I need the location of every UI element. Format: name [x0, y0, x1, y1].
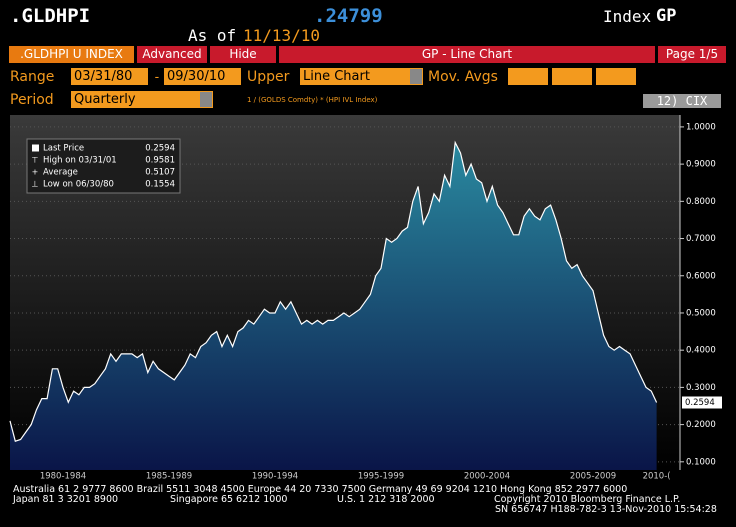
- legend-label: High on 03/31/01: [43, 156, 117, 166]
- x-tick-label: 1980-1984: [40, 472, 86, 482]
- y-tick-label: 0.6000: [686, 271, 716, 281]
- legend-box: Last Price 0.2594 ⊤ High on 03/31/01 0.9581 +…: [26, 138, 181, 194]
- advanced-tab[interactable]: Advanced: [137, 46, 207, 63]
- legend-frame: [26, 138, 181, 194]
- area: [10, 142, 657, 470]
- period-label: Period: [10, 92, 54, 108]
- legend-label: Last Price: [43, 144, 84, 154]
- range-label: Range: [10, 69, 55, 85]
- security-tab[interactable]: .GLDHPI U INDEX: [9, 46, 134, 63]
- legend-value: 0.5107: [145, 168, 175, 178]
- start-date[interactable]: 03/31/80: [71, 68, 148, 85]
- footer-japan: Japan 81 3 3201 8900: [13, 494, 119, 505]
- y-tick-label: 0.5000: [686, 308, 716, 318]
- chart: 0.1000 0.2000 0.3000 0.4000 0.5000 0.6000 0.70…: [9, 115, 722, 482]
- legend-value: 0.9581: [145, 156, 175, 166]
- legend-label: Low on 06/30/80: [43, 180, 114, 190]
- mov-avg-field[interactable]: [596, 68, 636, 85]
- footer-serial: SN 656747 H188-782-3 13-Nov-2010 15:54:2…: [495, 504, 717, 515]
- last-price-box: [682, 396, 722, 409]
- y-tick-label: 0.9000: [686, 160, 716, 170]
- footer-singapore: Singapore 65 6212 1000: [170, 494, 288, 505]
- footer-copyright: Copyright 2010 Bloomberg Finance L.P.: [494, 494, 681, 505]
- legend-icon: ⊥: [32, 180, 39, 189]
- upper-select[interactable]: Line Chart: [300, 68, 423, 85]
- legend-value: 0.1554: [145, 180, 175, 190]
- y-tick-label: 0.3000: [686, 383, 716, 393]
- y-tick-label: 0.1000: [686, 457, 716, 467]
- x-tick-label: 2000-2004: [464, 472, 510, 482]
- index-label: Index: [603, 7, 652, 26]
- footer-us: U.S. 1 212 318 2000: [337, 494, 435, 505]
- legend-icon: [32, 144, 39, 152]
- dropdown-arrow[interactable]: [410, 69, 422, 84]
- x-tick-label: 2010-(: [643, 472, 671, 482]
- mov-avg-field[interactable]: [552, 68, 592, 85]
- as-of-label: As of: [188, 26, 237, 45]
- mov-avg-field[interactable]: [508, 68, 548, 85]
- x-tick-label: 1990-1994: [252, 472, 298, 482]
- screen-title: GP - Line Chart: [279, 46, 655, 63]
- ticker: .GLDHPI: [10, 5, 91, 27]
- function-code: GP: [656, 6, 677, 26]
- as-of-date: 11/13/10: [243, 26, 321, 45]
- hide-tab[interactable]: Hide: [210, 46, 276, 63]
- y-tick-label: 0.2000: [686, 420, 716, 430]
- page-indicator[interactable]: Page 1/5: [658, 46, 726, 63]
- y-tick-label: 0.8000: [686, 197, 716, 207]
- last-price-label: 0.2594: [685, 398, 715, 408]
- dropdown-arrow[interactable]: [200, 92, 212, 107]
- formula: 1 / (GOLDS Comdty) * (HPI IVL Index): [247, 96, 378, 104]
- x-tick-label: 1985-1989: [146, 472, 192, 482]
- x-tick-label: 2005-2009: [570, 472, 616, 482]
- y-tick-label: 0.4000: [686, 346, 716, 356]
- mov-avgs-label: Mov. Avgs: [428, 69, 498, 85]
- legend-value: 0.2594: [145, 144, 175, 154]
- line: [9, 140, 658, 442]
- y-tick-label: 0.7000: [686, 234, 716, 244]
- range-dash: -: [153, 70, 161, 85]
- x-tick-label: 1995-1999: [358, 472, 404, 482]
- legend-label: Average: [43, 168, 78, 178]
- footer-contacts: Australia 61 2 9777 8600 Brazil 5511 304…: [13, 484, 628, 495]
- y-tick-label: 1.0000: [686, 122, 716, 132]
- last-value: .24799: [314, 5, 383, 27]
- end-date[interactable]: 09/30/10: [164, 68, 241, 85]
- period-select[interactable]: Quarterly: [71, 91, 213, 108]
- legend-icon: ⊤: [32, 156, 39, 165]
- upper-label: Upper: [247, 69, 290, 85]
- cix-button[interactable]: 12) CIX: [643, 94, 721, 108]
- legend-icon: +: [32, 168, 39, 177]
